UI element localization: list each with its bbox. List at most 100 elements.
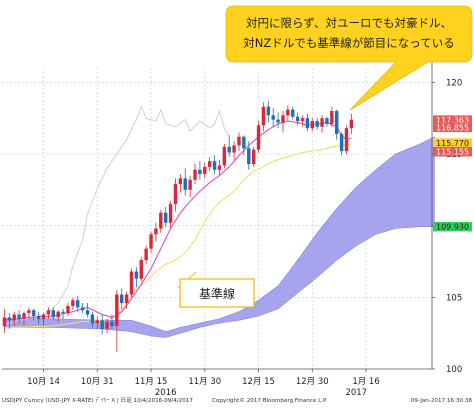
x-tick-label: 10月 14 (27, 377, 60, 387)
candle-body (320, 118, 324, 127)
candle-body (134, 271, 139, 279)
price-tag-label: 115.155 (436, 148, 469, 157)
candle-body (124, 294, 129, 304)
x-tick-label: 11月 15 (135, 377, 168, 387)
kijun-sen-line (4, 143, 352, 328)
chikou-span-line (4, 105, 230, 326)
candle-body (76, 300, 80, 308)
x-tick-label: 11月 30 (188, 377, 221, 387)
candle-body (2, 317, 7, 326)
candle-body (154, 228, 158, 235)
candle-body (168, 204, 173, 223)
kijun-label-box: 基準線 (177, 271, 255, 308)
candle-body (339, 133, 344, 152)
x-tick-label: 12月 30 (296, 377, 329, 387)
candle-body (144, 248, 148, 261)
candle-body (129, 271, 134, 295)
candle-body (61, 311, 65, 314)
footer-copyright: Copyright© 2017 Bloomberg Finance L.P. (212, 397, 327, 404)
candle-body (110, 321, 114, 326)
candle-body (242, 136, 246, 149)
x-tick-label: 12月 15 (242, 377, 275, 387)
candle-body (173, 184, 178, 205)
x-tick-label: 1月 16 (352, 377, 379, 387)
candlestick-series (2, 100, 354, 352)
callout-line-2: 対NZドルでも基準線が節目になっている (243, 36, 454, 50)
candle-body (80, 307, 85, 311)
candle-body (163, 212, 168, 223)
candle-body (66, 305, 70, 314)
candle-body (51, 310, 56, 318)
candle-body (115, 294, 119, 326)
candle-body (310, 121, 314, 129)
candle-body (227, 146, 231, 153)
candle-body (71, 300, 75, 306)
callout-line-1: 対円に限らず、対ユーロでも対豪ドル、 (246, 16, 452, 30)
candle-body (276, 119, 280, 123)
candle-body (17, 314, 21, 319)
x-year-label: 2016 (155, 388, 177, 398)
candle-body (266, 106, 271, 116)
candle-body (105, 321, 109, 329)
candle-body (56, 311, 60, 318)
candle-body (12, 314, 16, 321)
y-tick-label: 105 (446, 293, 462, 303)
candle-body (149, 234, 153, 249)
candle-body (300, 118, 305, 122)
callout-shape (225, 5, 473, 111)
candle-body (139, 260, 143, 279)
price-tag-box (433, 138, 472, 148)
candle-body (207, 161, 212, 167)
candle-body (237, 136, 241, 146)
candle-body (85, 310, 90, 315)
candle-body (305, 118, 310, 129)
candle-body (46, 310, 51, 315)
price-tag-label: 109.930 (436, 223, 469, 232)
candle-body (222, 146, 227, 166)
footer-source: USDJPY Curncy (USD-JPY X-RATE) ﾃﾞｲﾘｰ X |… (2, 397, 193, 404)
x-year-label: 2017 (345, 388, 367, 398)
candle-body (193, 169, 197, 180)
candle-body (22, 313, 26, 319)
chart-footer: USDJPY Curncy (USD-JPY X-RATE) ﾃﾞｲﾘｰ X |… (2, 397, 472, 404)
y-tick-label: 120 (446, 78, 462, 88)
candle-body (261, 106, 266, 126)
candle-body (271, 115, 275, 120)
candle-body (232, 145, 236, 153)
candle-body (203, 166, 207, 175)
candle-body (32, 310, 36, 316)
candle-body (295, 116, 300, 122)
candle-body (198, 169, 202, 175)
kijun-label-frame (179, 278, 255, 308)
candle-body (178, 178, 183, 185)
callout-bubble: 対円に限らず、対ユーロでも対豪ドル、 対NZドルでも基準線が節目になっている (225, 5, 473, 111)
candle-body (330, 111, 334, 124)
price-tag-label: 115.770 (436, 139, 469, 148)
candle-body (188, 179, 192, 190)
candle-body (291, 109, 295, 117)
candle-body (251, 149, 256, 165)
price-tag-box (433, 122, 472, 133)
footer-timestamp: 09-Jan-2017 16:30:38 (411, 398, 473, 404)
candle-body (286, 109, 290, 116)
candle-body (344, 128, 349, 152)
candle-body (7, 317, 12, 321)
candle-body (217, 165, 222, 170)
candle-body (212, 161, 217, 170)
candle-body (95, 320, 99, 324)
candle-body (349, 119, 354, 129)
candle-body (159, 212, 163, 229)
candle-body (325, 118, 329, 124)
candle-body (100, 320, 104, 329)
price-tag-box (433, 115, 472, 125)
y-tick-label: 100 (446, 365, 462, 375)
price-tag-box (433, 221, 472, 232)
candle-body (90, 314, 95, 324)
price-tag-label: 116.855 (436, 123, 469, 132)
candle-body (183, 178, 187, 190)
kijun-label-text: 基準線 (199, 286, 235, 301)
price-tag-box (433, 146, 472, 157)
price-tag-label: 117.363 (436, 116, 469, 125)
